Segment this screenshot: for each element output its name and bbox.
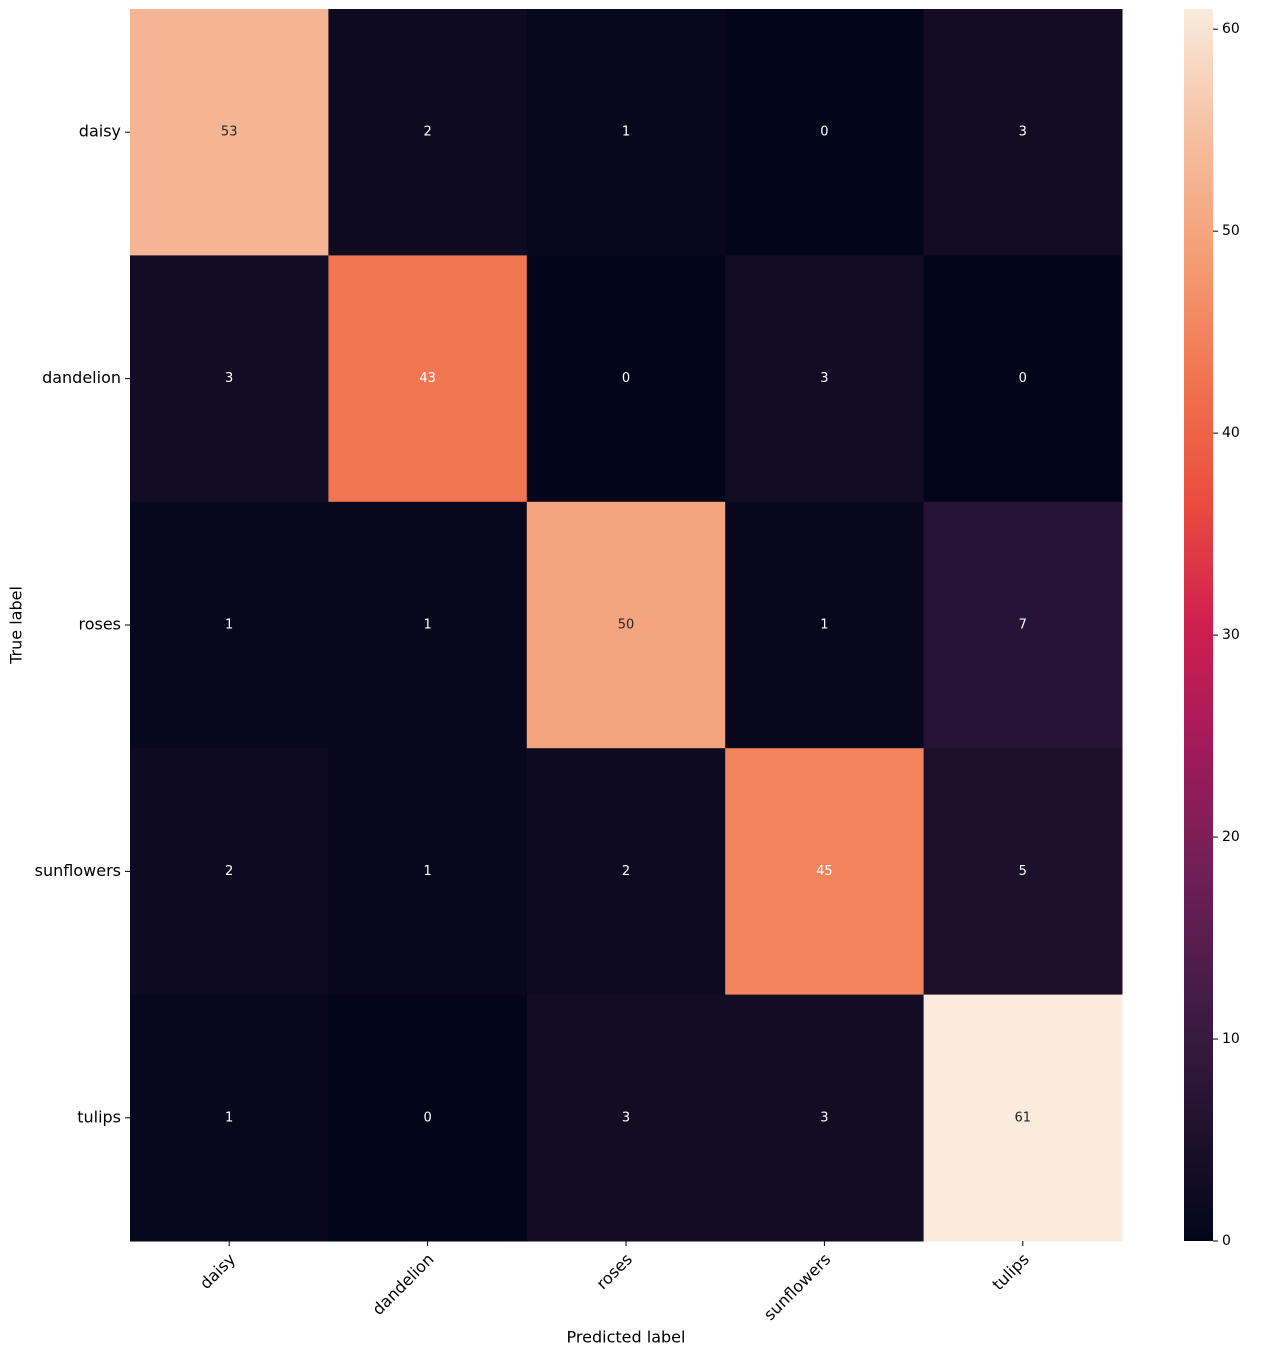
heatmap-cell	[526, 255, 726, 503]
cell-label: 3	[820, 371, 828, 386]
heatmap-cell	[526, 9, 726, 256]
y-tick-label: roses	[78, 615, 121, 634]
x-axis-label: Predicted label	[567, 1328, 686, 1347]
y-tick-label: sunflowers	[35, 861, 121, 880]
heatmap-cell	[923, 9, 1123, 256]
cell-label: 43	[419, 371, 436, 386]
heatmap-cell	[328, 501, 528, 749]
cell-label: 3	[622, 1110, 630, 1125]
heatmap-cell	[725, 9, 925, 256]
heatmap-cell	[725, 255, 925, 503]
cell-label: 0	[622, 371, 630, 386]
colorbar-tick-label: 30	[1222, 627, 1240, 643]
cell-label: 2	[622, 864, 630, 879]
heatmap-cell	[328, 255, 528, 503]
cell-label: 2	[225, 864, 233, 879]
heatmap-cell	[526, 994, 726, 1242]
colorbar-tick-label: 60	[1222, 21, 1240, 37]
heatmap-cell	[923, 255, 1123, 503]
heatmap-cell	[328, 748, 528, 996]
heatmap-cell	[130, 994, 329, 1242]
cell-label: 1	[622, 125, 630, 140]
x-tick-label: dandelion	[368, 1250, 437, 1319]
cell-label: 61	[1015, 1110, 1032, 1125]
heatmap-cell	[130, 748, 329, 996]
cell-label: 1	[423, 618, 431, 633]
x-tick-label: roses	[593, 1250, 637, 1294]
x-tick-label: daisy	[196, 1250, 239, 1293]
y-tick-label: daisy	[79, 122, 121, 141]
cell-label: 5	[1019, 864, 1027, 879]
colorbar	[1184, 9, 1213, 1241]
heatmap-cell	[328, 9, 528, 256]
heatmap-cell	[725, 994, 925, 1242]
cell-label: 1	[820, 618, 828, 633]
x-tick-label: sunflowers	[760, 1250, 834, 1324]
cell-label: 2	[423, 125, 431, 140]
cell-label: 50	[618, 618, 635, 633]
y-axis-label: True label	[7, 586, 26, 665]
heatmap-cell	[328, 994, 528, 1242]
heatmap-cell	[923, 994, 1123, 1242]
cell-label: 0	[1019, 371, 1027, 386]
heatmap-cell	[130, 255, 329, 503]
cell-label: 3	[225, 371, 233, 386]
heatmap-cell	[526, 748, 726, 996]
y-tick-label: dandelion	[42, 368, 121, 387]
heatmap-cell	[923, 748, 1123, 996]
cell-label: 0	[820, 125, 828, 140]
heatmap-cell	[923, 501, 1123, 749]
cell-label: 45	[816, 864, 833, 879]
colorbar-tick-label: 50	[1222, 223, 1240, 239]
cell-label: 1	[225, 1110, 233, 1125]
cell-label: 53	[221, 125, 238, 140]
heatmap-cell	[725, 501, 925, 749]
colorbar-tick-label: 20	[1222, 829, 1240, 845]
colorbar-tick-label: 10	[1222, 1031, 1240, 1047]
cell-label: 1	[225, 618, 233, 633]
colorbar-tick-label: 40	[1222, 425, 1240, 441]
heatmap-cell	[130, 501, 329, 749]
y-tick-label: tulips	[77, 1107, 121, 1126]
heatmap-cell	[130, 9, 329, 256]
cell-label: 7	[1019, 618, 1027, 633]
cell-label: 1	[423, 864, 431, 879]
heatmap-cell	[526, 501, 726, 749]
cell-label: 3	[820, 1110, 828, 1125]
x-tick-label: tulips	[988, 1250, 1032, 1294]
cell-label: 0	[423, 1110, 431, 1125]
heatmap-cell	[725, 748, 925, 996]
colorbar-tick-label: 0	[1222, 1233, 1231, 1249]
cell-label: 3	[1019, 125, 1027, 140]
